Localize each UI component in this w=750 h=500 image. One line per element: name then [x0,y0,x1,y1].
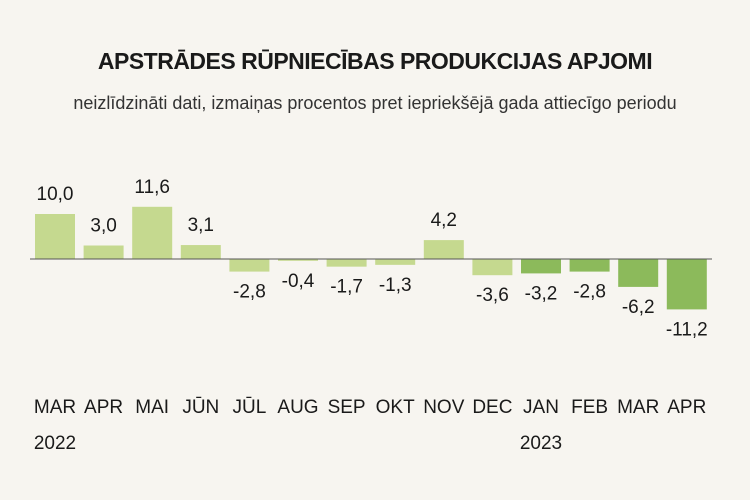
bar-7 [375,259,416,265]
bar-8 [423,240,464,259]
category-label-0: MAR [34,397,76,418]
category-label-2: MAI [135,397,169,418]
bar-9 [472,259,513,276]
chart-subtitle: neizlīdzināti dati, izmaiņas procentos p… [73,93,677,113]
value-label-8: 4,2 [431,210,457,231]
bar-12 [618,259,659,287]
category-label-13: APR [667,397,706,418]
category-label-1: APR [84,397,123,418]
bar-1 [83,245,124,259]
category-label-4: JŪL [233,397,267,418]
bar-5 [278,259,318,261]
category-label-6: SEP [328,397,366,418]
value-label-1: 3,0 [90,216,116,237]
category-label-8: NOV [423,397,465,418]
year-label-0: 2022 [34,433,76,454]
value-label-7: -1,3 [379,275,412,296]
value-label-2: 11,6 [134,177,170,198]
value-label-0: 10,0 [37,184,74,205]
value-label-13: -11,2 [666,319,708,340]
bar-2 [132,206,173,259]
bar-3 [180,245,221,259]
bar-0 [35,214,75,259]
category-label-12: MAR [617,397,659,418]
category-label-3: JŪN [182,397,219,418]
value-label-11: -2,8 [573,282,606,303]
value-label-4: -2,8 [233,282,266,303]
value-label-10: -3,2 [525,283,558,304]
category-label-11: FEB [571,397,608,418]
year-label-1: 2023 [520,433,562,454]
bar-13 [666,259,707,310]
value-label-12: -6,2 [622,297,655,318]
bar-4 [229,259,270,272]
bar-11 [569,259,610,272]
value-label-9: -3,6 [476,285,509,306]
bar-6 [326,259,367,267]
category-label-9: DEC [472,397,512,418]
chart-title: APSTRĀDES RŪPNIECĪBAS PRODUKCIJAS APJOMI [97,48,653,74]
category-label-10: JAN [523,397,559,418]
category-label-5: AUG [277,397,318,418]
bar-10 [521,259,561,274]
category-label-7: OKT [376,397,415,418]
value-label-3: 3,1 [188,215,214,236]
value-label-5: -0,4 [282,271,315,292]
value-label-6: -1,7 [330,277,363,298]
